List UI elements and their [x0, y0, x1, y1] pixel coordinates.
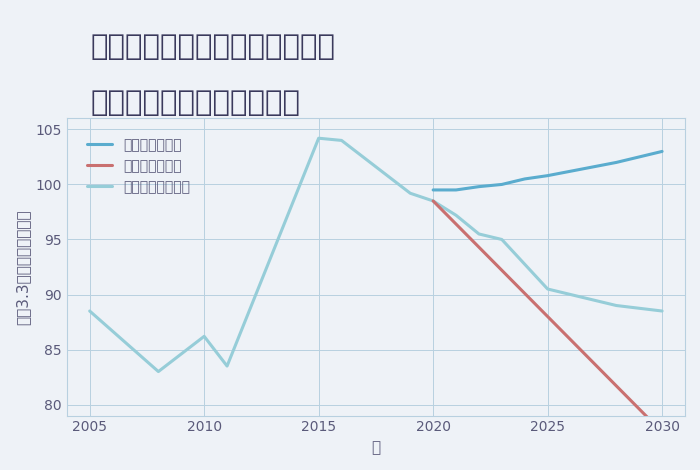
Text: 千葉県千葉市若葉区加曽利町の: 千葉県千葉市若葉区加曽利町の — [91, 33, 336, 61]
X-axis label: 年: 年 — [371, 440, 381, 455]
グッドシナリオ — [452, 187, 460, 193]
グッドシナリオ — [658, 149, 666, 154]
Line: グッドシナリオ: グッドシナリオ — [433, 151, 662, 190]
ノーマルシナリオ — [200, 334, 209, 339]
グッドシナリオ — [543, 173, 552, 179]
ノーマルシナリオ — [658, 308, 666, 314]
ノーマルシナリオ — [452, 212, 460, 218]
ノーマルシナリオ — [223, 363, 231, 369]
ノーマルシナリオ — [543, 286, 552, 292]
バッドシナリオ — [429, 198, 438, 204]
グッドシナリオ — [475, 184, 483, 189]
ノーマルシナリオ — [429, 198, 438, 204]
グッドシナリオ — [612, 160, 620, 165]
ノーマルシナリオ — [406, 190, 414, 196]
Line: バッドシナリオ: バッドシナリオ — [433, 201, 662, 432]
Text: 中古マンションの価格推移: 中古マンションの価格推移 — [91, 89, 301, 118]
Y-axis label: 平（3.3㎡）単価（万円）: 平（3.3㎡）単価（万円） — [15, 209, 30, 325]
ノーマルシナリオ — [314, 135, 323, 141]
バッドシナリオ — [658, 429, 666, 435]
ノーマルシナリオ — [475, 231, 483, 237]
ノーマルシナリオ — [612, 303, 620, 308]
グッドシナリオ — [429, 187, 438, 193]
Line: ノーマルシナリオ: ノーマルシナリオ — [90, 138, 662, 372]
ノーマルシナリオ — [85, 308, 94, 314]
ノーマルシナリオ — [498, 237, 506, 243]
ノーマルシナリオ — [154, 369, 162, 375]
グッドシナリオ — [521, 176, 529, 182]
グッドシナリオ — [498, 181, 506, 187]
ノーマルシナリオ — [337, 138, 346, 143]
Legend: グッドシナリオ, バッドシナリオ, ノーマルシナリオ: グッドシナリオ, バッドシナリオ, ノーマルシナリオ — [80, 131, 197, 201]
